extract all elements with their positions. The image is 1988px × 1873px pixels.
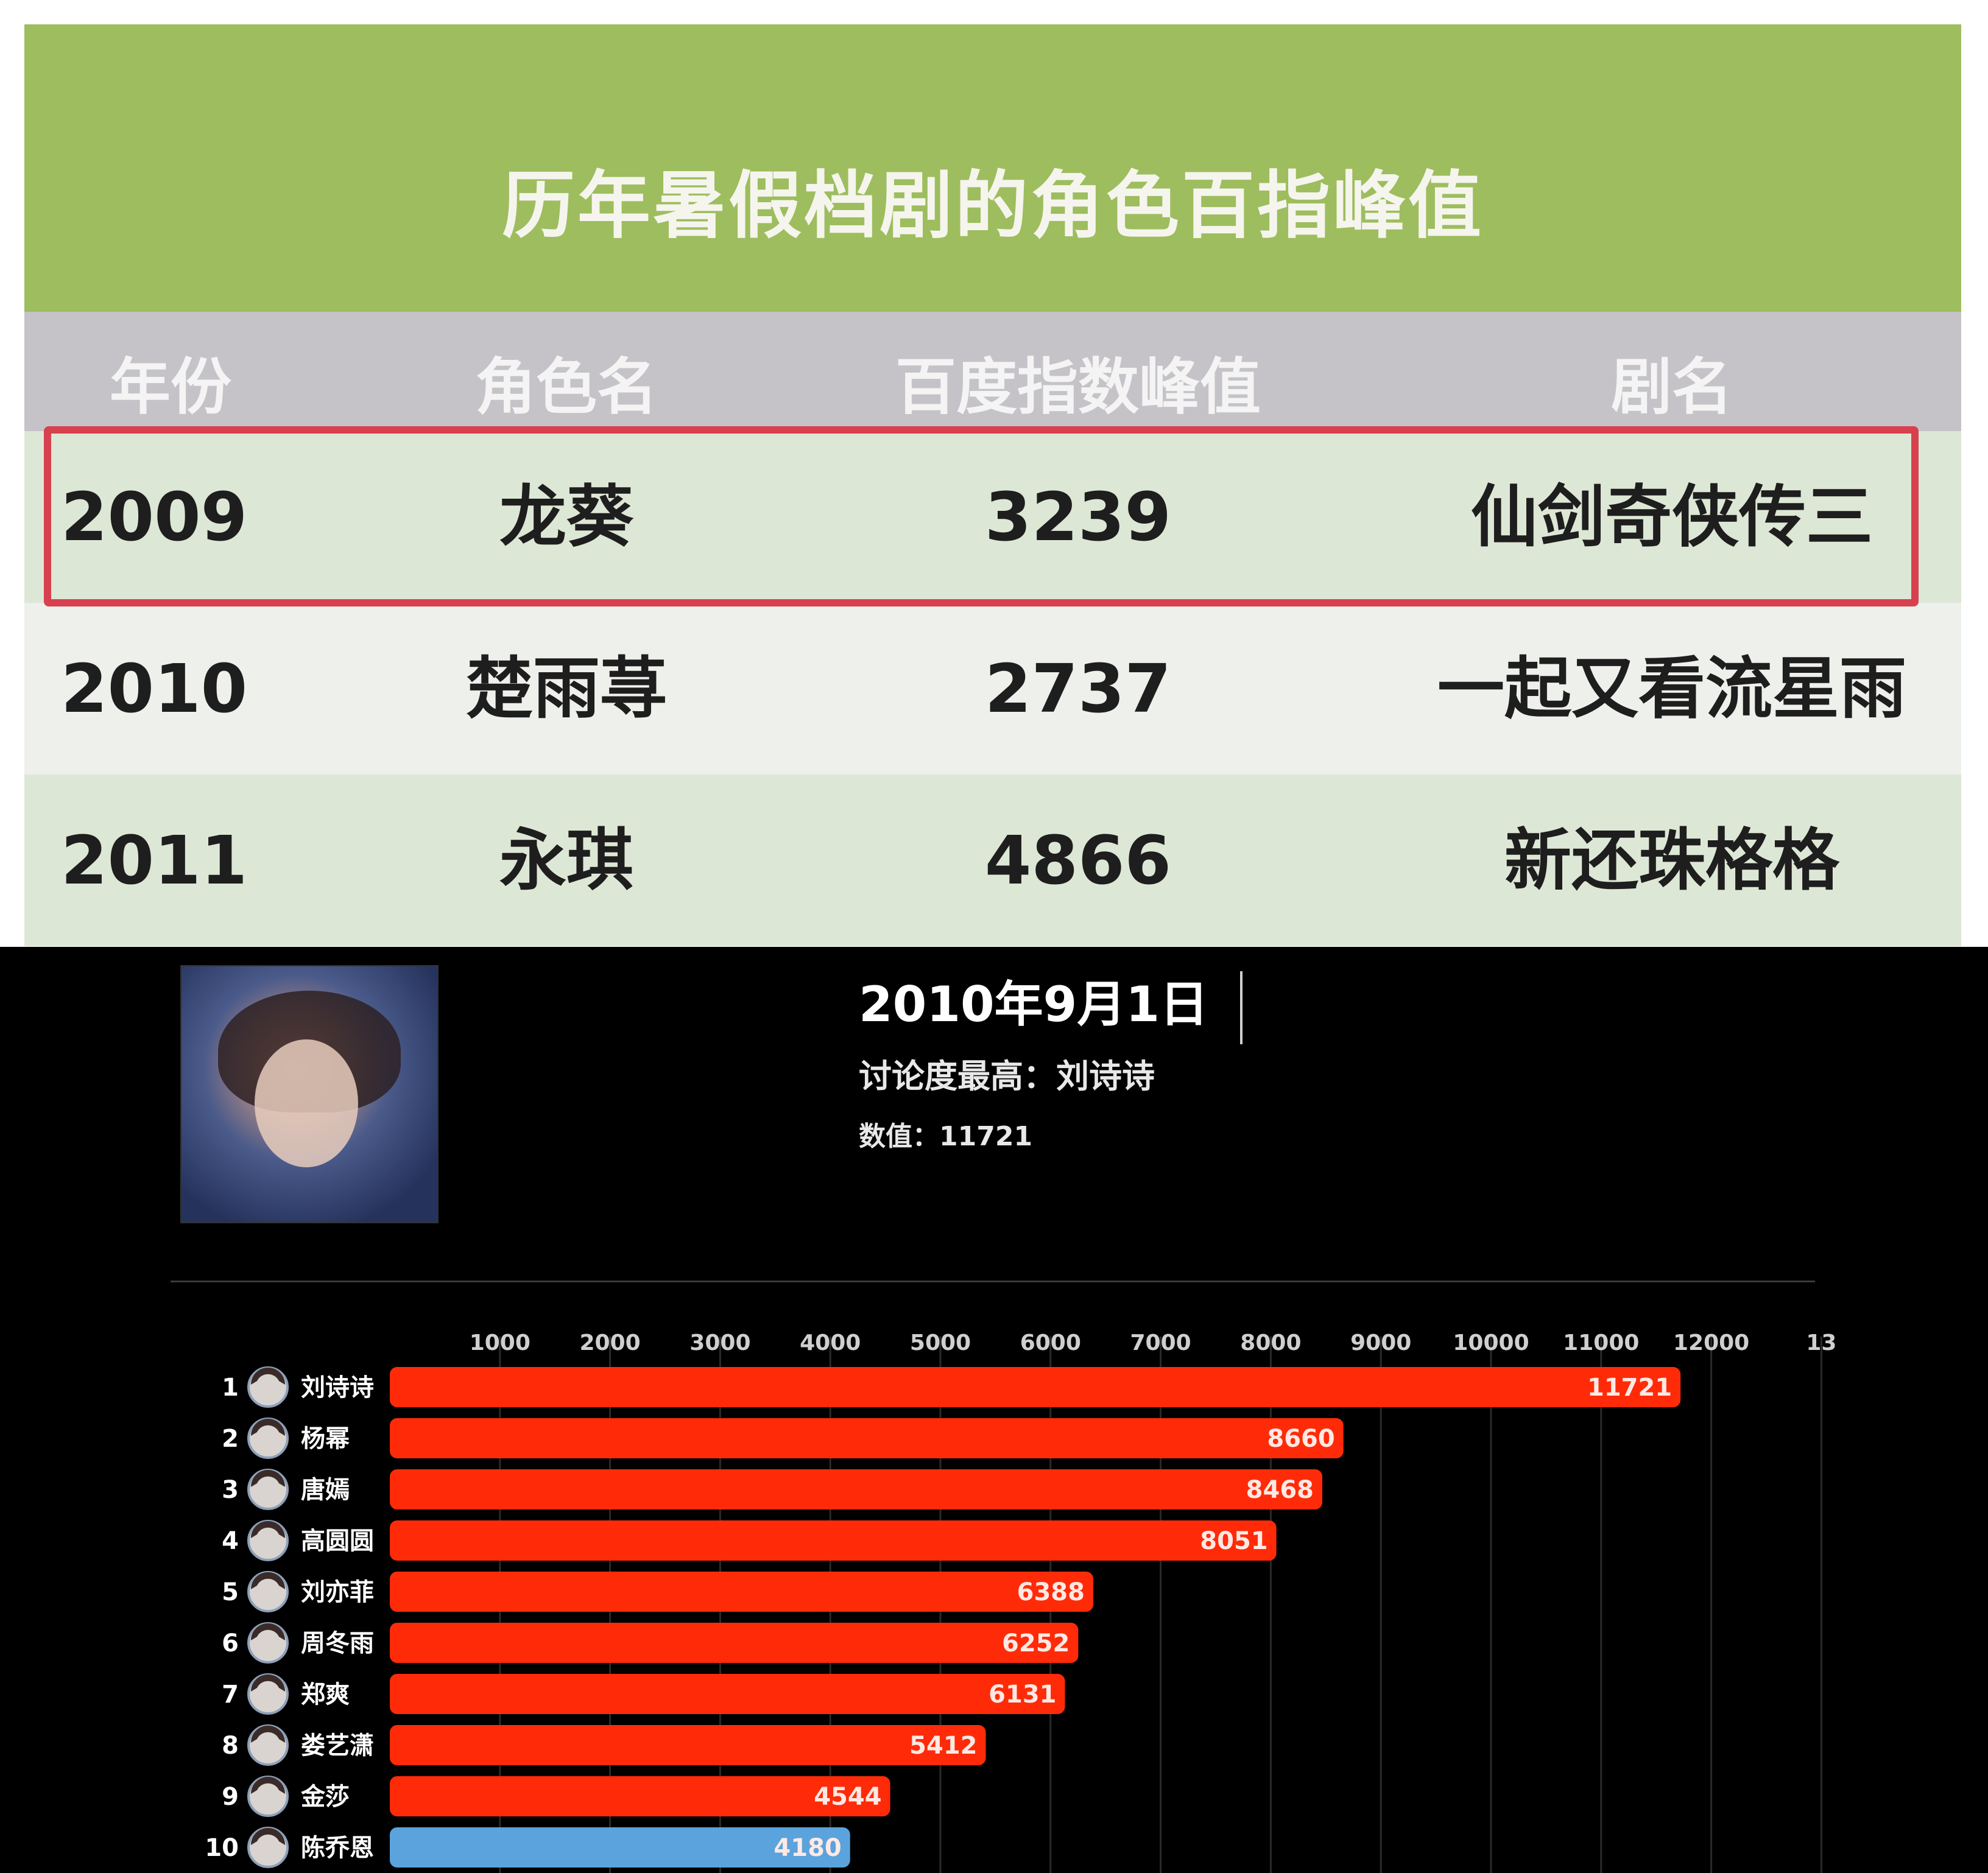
x-tick-label: 12000 [1673, 1330, 1749, 1355]
avatar-hair-icon [251, 1470, 285, 1487]
table-row: 2011 永琪 4866 新还珠格格 [24, 775, 1961, 946]
x-tick-label: 4000 [800, 1330, 861, 1355]
x-tick-label: 8000 [1240, 1330, 1301, 1355]
name-label: 杨幂 [301, 1425, 350, 1453]
cell-year: 2010 [61, 650, 248, 728]
rank-label: 7 [222, 1681, 239, 1709]
rank-label: 10 [205, 1834, 239, 1862]
x-tick-label: 3000 [689, 1330, 750, 1355]
x-tick-label: 10000 [1453, 1330, 1529, 1355]
cell-show: 新还珠格格 [1504, 821, 1839, 899]
table-panel: 历年暑假档剧的角色百指峰值 年份 角色名 百度指数峰值 剧名 2009 龙葵 3… [24, 24, 1961, 946]
rank-label: 4 [222, 1527, 239, 1555]
rank-label: 9 [222, 1783, 239, 1811]
cell-value: 3239 [984, 478, 1172, 556]
x-tick-label: 9000 [1350, 1330, 1411, 1355]
date-divider [1240, 971, 1242, 1044]
rank-label: 1 [222, 1374, 239, 1402]
value-label: 6131 [989, 1681, 1056, 1709]
avatar-hair-icon [251, 1419, 285, 1436]
header-separator [171, 1281, 1815, 1282]
name-label: 高圆圆 [301, 1527, 374, 1555]
value-label: 6252 [1002, 1629, 1070, 1657]
value-label: 8660 [1267, 1425, 1334, 1453]
cell-value: 2737 [984, 650, 1172, 728]
table-header-row: 年份 角色名 百度指数峰值 剧名 [24, 312, 1961, 431]
bar [390, 1418, 1344, 1458]
x-tick-label: 5000 [910, 1330, 971, 1355]
value-label: 6388 [1017, 1578, 1085, 1606]
avatar-hair-icon [251, 1828, 285, 1845]
tick-layer: 1000 2000 3000 4000 5000 6000 7000 8000 9000 1000… [470, 1330, 1837, 1355]
race-date: 2010年9月1日 [859, 976, 1208, 1033]
header-role: 角色名 [475, 351, 658, 423]
name-label: 刘亦菲 [301, 1578, 374, 1606]
bar [390, 1674, 1065, 1714]
value-label: 8468 [1246, 1476, 1314, 1504]
cell-role: 永琪 [499, 821, 633, 899]
race-chart-panel: 2010年9月1日 讨论度最高：刘诗诗 数值：11721 1000 2000 300… [0, 947, 1988, 1873]
cell-value: 4866 [984, 821, 1172, 899]
value-label: 4180 [774, 1834, 841, 1862]
name-label: 周冬雨 [301, 1629, 374, 1657]
name-label: 陈乔恩 [301, 1834, 374, 1862]
header-value: 百度指数峰值 [895, 351, 1261, 423]
table-title: 历年暑假档剧的角色百指峰值 [502, 164, 1484, 248]
value-label: 11721 [1587, 1374, 1672, 1402]
rank-label: 3 [222, 1476, 239, 1504]
cell-year: 2009 [61, 478, 248, 556]
x-tick-label: 13 [1806, 1330, 1836, 1355]
bar [390, 1827, 850, 1868]
x-tick-label: 2000 [579, 1330, 640, 1355]
name-label: 刘诗诗 [301, 1374, 374, 1402]
table-row: 2009 龙葵 3239 仙剑奇侠传三 [24, 431, 1961, 603]
bar [390, 1725, 986, 1765]
bar [390, 1469, 1323, 1509]
avatar-hair-icon [251, 1521, 285, 1538]
cell-show: 一起又看流星雨 [1437, 650, 1906, 728]
avatar-hair-icon [251, 1674, 285, 1692]
table-title-bar: 历年暑假档剧的角色百指峰值 [24, 24, 1961, 312]
x-tick-label: 6000 [1020, 1330, 1081, 1355]
portrait-face [255, 1039, 358, 1167]
bar [390, 1520, 1277, 1561]
bar-chart: 1000 2000 3000 4000 5000 6000 7000 8000 9000 1000… [205, 1330, 1837, 1873]
top-discuss-label: 讨论度最高：刘诗诗 [859, 1057, 1155, 1095]
cell-role: 龙葵 [499, 478, 633, 556]
avatar-hair-icon [251, 1777, 285, 1794]
name-label: 金莎 [300, 1783, 350, 1811]
table-row: 2010 楚雨荨 2737 一起又看流星雨 [24, 603, 1961, 775]
rank-label: 6 [222, 1629, 239, 1657]
portrait-photo [180, 965, 439, 1223]
header-show: 剧名 [1611, 351, 1733, 423]
avatar-hair-icon [251, 1572, 285, 1589]
value-label: 4544 [814, 1783, 881, 1811]
avatar-hair-icon [251, 1368, 285, 1385]
cell-year: 2011 [61, 821, 248, 899]
bar [390, 1623, 1079, 1663]
label-layer: 1 刘诗诗 11721 2 杨幂 8660 3 唐嫣 8468 4 高圆圆 8051 5 刘亦菲 6388 6… [205, 1366, 1672, 1868]
row-highlight-box [44, 426, 1919, 606]
x-tick-label: 7000 [1130, 1330, 1191, 1355]
bar [390, 1367, 1681, 1407]
cell-role: 楚雨荨 [466, 650, 667, 728]
header-year: 年份 [110, 351, 231, 423]
avatar-hair-icon [251, 1726, 285, 1743]
bar [390, 1572, 1093, 1612]
cell-show: 仙剑奇侠传三 [1471, 478, 1873, 556]
rank-label: 2 [222, 1425, 239, 1453]
rank-label: 8 [222, 1732, 239, 1760]
bar [390, 1776, 890, 1816]
top-value-label: 数值：11721 [859, 1121, 1033, 1152]
name-label: 娄艺潇 [301, 1732, 374, 1760]
value-label: 8051 [1200, 1527, 1267, 1555]
bar-layer [390, 1367, 1681, 1868]
rank-label: 5 [222, 1578, 239, 1606]
avatar-hair-icon [251, 1623, 285, 1640]
x-tick-label: 11000 [1563, 1330, 1639, 1355]
value-label: 5412 [909, 1732, 977, 1760]
name-label: 唐嫣 [301, 1476, 350, 1504]
name-label: 郑爽 [301, 1681, 350, 1709]
x-tick-label: 1000 [470, 1330, 530, 1355]
